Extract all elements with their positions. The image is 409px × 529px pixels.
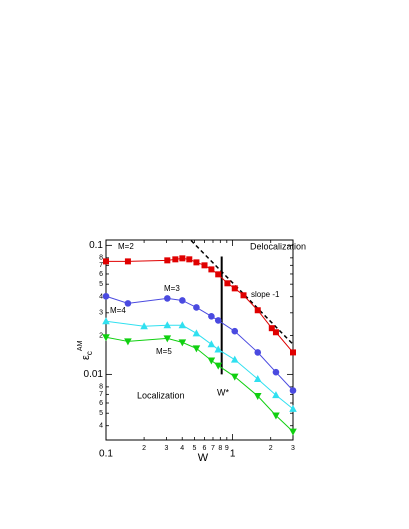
marker bbox=[240, 292, 247, 299]
x-tick-label: 1 bbox=[230, 449, 236, 460]
marker bbox=[214, 317, 222, 324]
y-axis-label: εcAM bbox=[77, 340, 94, 360]
marker bbox=[272, 412, 280, 420]
x-tick-label: 6 bbox=[203, 445, 207, 452]
marker bbox=[272, 368, 280, 376]
marker bbox=[201, 262, 208, 269]
x-tick-label: 3 bbox=[291, 445, 295, 452]
marker bbox=[231, 327, 239, 335]
critical-label: W* bbox=[217, 387, 229, 397]
marker bbox=[231, 285, 238, 292]
marker bbox=[102, 317, 110, 325]
marker bbox=[230, 373, 239, 381]
y-tick-label: 0.01 bbox=[84, 369, 104, 380]
y-tick-label: 0.1 bbox=[89, 240, 103, 251]
marker bbox=[179, 297, 186, 304]
x-tick-label: 2 bbox=[269, 445, 273, 452]
y-tick-label: 6 bbox=[99, 400, 103, 407]
x-tick-label: 9 bbox=[225, 445, 229, 452]
x-axis-label: W bbox=[198, 452, 209, 464]
marker bbox=[102, 334, 110, 342]
marker bbox=[230, 355, 239, 363]
y-tick-label: 8 bbox=[99, 384, 103, 391]
x-tick-label: 4 bbox=[180, 445, 184, 452]
x-tick-label: 3 bbox=[164, 445, 168, 452]
y-tick-label: 8 bbox=[99, 255, 103, 262]
marker bbox=[268, 325, 275, 332]
marker bbox=[208, 312, 215, 320]
marker bbox=[253, 392, 262, 400]
y-axis-label-sub: c bbox=[85, 351, 94, 355]
marker bbox=[179, 255, 186, 262]
marker bbox=[192, 329, 201, 337]
series-label: M=2 bbox=[118, 242, 134, 251]
plot-frame bbox=[105, 239, 294, 441]
marker bbox=[193, 304, 200, 311]
marker bbox=[178, 321, 187, 329]
marker bbox=[215, 271, 222, 278]
marker bbox=[253, 375, 262, 383]
marker bbox=[124, 338, 132, 346]
marker bbox=[164, 257, 171, 264]
marker bbox=[102, 292, 110, 300]
marker bbox=[207, 357, 216, 365]
y-tick-label: 7 bbox=[99, 262, 103, 269]
x-tick-label: 0.1 bbox=[99, 449, 113, 460]
region-label: Localization bbox=[137, 390, 185, 400]
marker bbox=[214, 345, 223, 353]
marker bbox=[163, 335, 172, 343]
marker bbox=[124, 300, 132, 307]
marker bbox=[140, 322, 148, 330]
marker bbox=[186, 256, 193, 263]
series-line bbox=[105, 295, 294, 391]
marker bbox=[103, 258, 109, 265]
series-label: M=3 bbox=[164, 284, 180, 293]
y-tick-label: 4 bbox=[99, 423, 103, 430]
y-tick-label: 6 bbox=[99, 271, 103, 278]
marker bbox=[272, 391, 280, 399]
marker bbox=[193, 259, 200, 266]
series-label: M=4 bbox=[110, 306, 126, 315]
marker bbox=[289, 404, 297, 412]
marker bbox=[164, 295, 171, 302]
y-axis-label-symbol: ε bbox=[80, 355, 92, 360]
series-label: M=5 bbox=[156, 347, 172, 356]
series-line bbox=[105, 336, 294, 432]
y-tick-label: 7 bbox=[99, 391, 103, 398]
y-tick-label: 3 bbox=[99, 310, 103, 317]
marker bbox=[163, 321, 172, 329]
series-line bbox=[105, 320, 294, 410]
marker bbox=[254, 349, 262, 356]
marker bbox=[208, 266, 215, 273]
x-tick-label: 5 bbox=[193, 445, 197, 452]
marker bbox=[172, 256, 179, 263]
marker bbox=[272, 329, 279, 336]
marker bbox=[254, 307, 261, 314]
x-tick-label: 8 bbox=[218, 445, 222, 452]
x-tick-label: 7 bbox=[211, 445, 215, 452]
y-tick-label: 4 bbox=[99, 294, 103, 301]
y-tick-label: 5 bbox=[99, 281, 103, 288]
y-tick-label: 5 bbox=[99, 410, 103, 417]
slope-label: slope -1 bbox=[251, 290, 280, 299]
marker bbox=[289, 428, 297, 436]
marker bbox=[290, 349, 296, 356]
marker bbox=[214, 362, 223, 370]
region-label: Delocalization bbox=[250, 241, 306, 251]
marker bbox=[178, 339, 187, 347]
marker bbox=[192, 345, 201, 353]
marker bbox=[207, 340, 216, 348]
marker bbox=[224, 280, 231, 287]
marker bbox=[124, 258, 131, 265]
x-tick-label: 2 bbox=[142, 445, 146, 452]
marker bbox=[289, 387, 297, 394]
series-line bbox=[106, 257, 294, 353]
y-tick-label: 2 bbox=[99, 332, 103, 339]
y-axis-label-sup: AM bbox=[77, 340, 84, 351]
